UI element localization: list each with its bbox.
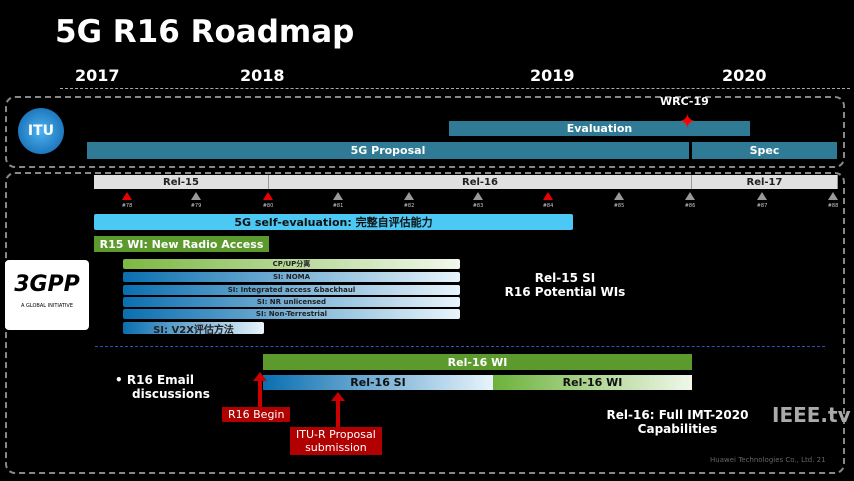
meeting-marker-icon (757, 192, 767, 200)
meeting-label: #87 (756, 203, 768, 209)
timeline-axis (60, 88, 850, 89)
year-2018: 2018 (240, 66, 285, 85)
rel-15-bar: Rel-15 (94, 175, 269, 189)
evaluation-bar: Evaluation (449, 121, 750, 136)
r15-wi-bar: R15 WI: New Radio Access (94, 236, 269, 252)
arrow-up-icon (253, 372, 267, 410)
meeting-label: #82 (403, 203, 415, 209)
si-non-terrestrial: SI: Non-Terrestrial (123, 309, 460, 319)
si-noma: SI: NOMA (123, 272, 460, 282)
meeting-marker-icon (614, 192, 624, 200)
meeting-marker-icon (122, 192, 132, 200)
meeting-marker-icon (191, 192, 201, 200)
5g-proposal-bar: 5G Proposal (87, 142, 689, 159)
itu-logo: ITU (18, 108, 64, 154)
meeting-label: #79 (190, 203, 202, 209)
meeting-label: #83 (472, 203, 484, 209)
meeting-marker-icon (263, 192, 273, 200)
email-discussions: • R16 Email discussions (115, 373, 210, 401)
self-evaluation-bar: 5G self-evaluation: 完整自评估能力 (94, 214, 573, 230)
meeting-label: #78 (121, 203, 133, 209)
meeting-marker-icon (543, 192, 553, 200)
si-iab: SI: Integrated access &backhaul (123, 285, 460, 295)
meeting-label: #80 (262, 203, 274, 209)
meeting-label: #88 (827, 203, 839, 209)
meeting-marker-icon (404, 192, 414, 200)
meeting-label: #81 (332, 203, 344, 209)
rel-15-note: Rel-15 SI R16 Potential WIs (504, 271, 626, 299)
rel-16-si-bar: Rel-16 SI (263, 375, 493, 390)
rel-16-wi-bar-2: Rel-16 WI (493, 375, 692, 390)
page-title: 5G R16 Roadmap (55, 14, 355, 50)
meeting-marker-icon (473, 192, 483, 200)
year-2017: 2017 (75, 66, 120, 85)
star-icon: ✦ (679, 109, 696, 133)
footer: Huawei Technologies Co., Ltd. 21 (710, 456, 826, 464)
divider (95, 346, 825, 347)
itu-submission-label: ITU-R Proposal submission (290, 427, 382, 455)
r16-begin-label: R16 Begin (222, 407, 291, 422)
year-2020: 2020 (722, 66, 767, 85)
meeting-marker-icon (828, 192, 838, 200)
itu-section (5, 96, 845, 168)
rel-16-bar: Rel-16 (269, 175, 692, 189)
si-nr-unlicensed: SI: NR unlicensed (123, 297, 460, 307)
year-2019: 2019 (530, 66, 575, 85)
rel-17-bar: Rel-17 (692, 175, 838, 189)
meeting-label: #84 (542, 203, 554, 209)
3gpp-logo: 3GPP A GLOBAL INITIATIVE (5, 260, 89, 330)
spec-bar: Spec (692, 142, 837, 159)
full-imt-note: Rel-16: Full IMT-2020 Capabilities (606, 408, 749, 436)
rel-16-wi-bar: Rel-16 WI (263, 354, 692, 370)
meeting-label: #85 (613, 203, 625, 209)
meeting-marker-icon (333, 192, 343, 200)
arrow-up-icon (331, 392, 345, 430)
si-v2x: SI: V2X评估方法 (123, 322, 264, 336)
meeting-marker-icon (685, 192, 695, 200)
si-cp-up: CP/UP分离 (123, 259, 460, 269)
ieee-tv-watermark: IEEE.tv (772, 403, 851, 427)
meeting-label: #86 (684, 203, 696, 209)
wrc-19-label: WRC-19 (660, 95, 709, 108)
